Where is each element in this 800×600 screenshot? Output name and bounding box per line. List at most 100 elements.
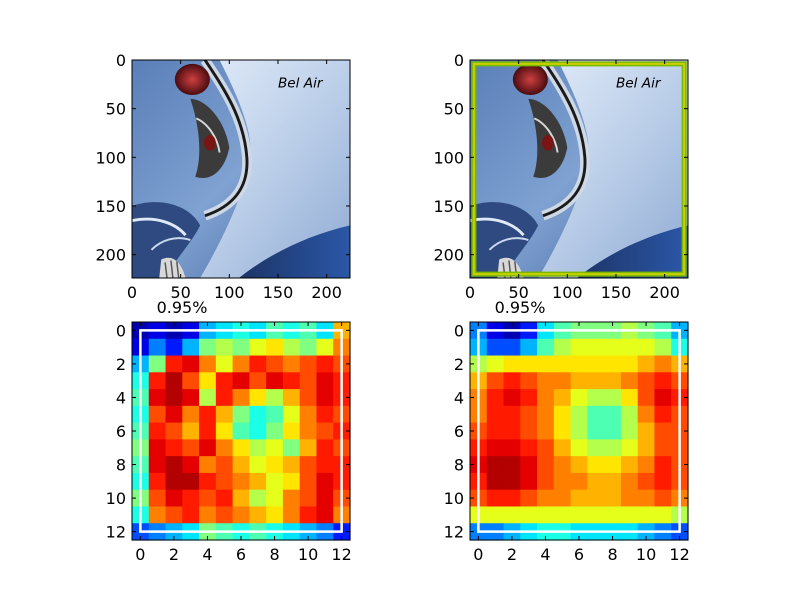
heatmap-cell: [165, 422, 183, 440]
heatmap-cell: [570, 456, 588, 474]
x-tick-label: 200: [311, 283, 342, 302]
y-tick-label: 100: [433, 148, 464, 167]
heatmap-cell: [249, 506, 267, 524]
axes-frame: [469, 59, 689, 279]
heatmap-cell: [654, 389, 672, 407]
car-photo-image: [470, 60, 688, 278]
heatmap-box-outline: [477, 329, 681, 533]
heatmap-cell: [199, 389, 217, 407]
heatmap-cell: [587, 422, 605, 440]
heatmap-cell: [266, 472, 284, 491]
heatmap-cell: [299, 439, 318, 457]
heatmap-cell: [165, 489, 183, 508]
heatmap-cell: [537, 489, 555, 508]
x-tick-label: 0: [135, 545, 145, 564]
heatmap-cell: [553, 472, 572, 491]
heatmap-cell: [249, 489, 267, 508]
heatmap-cell: [282, 422, 301, 440]
heatmap-cell: [503, 405, 521, 424]
heatmap-cell: [215, 439, 234, 457]
axes-frame: [131, 59, 351, 279]
heatmap-cell: [148, 372, 167, 390]
heatmap-cell: [249, 456, 267, 474]
heatmap-cell: [503, 489, 521, 508]
heatmap-cell: [165, 506, 183, 524]
heatmap-cell: [266, 489, 284, 508]
heatmap-cell: [232, 355, 250, 373]
heatmap-cell: [503, 372, 521, 390]
heatmap-cell: [266, 506, 284, 524]
heatmap-cell: [520, 472, 538, 491]
heatmap-cell: [316, 405, 334, 424]
heatmap-cell: [232, 472, 250, 491]
heatmap-cell: [182, 422, 200, 440]
heatmap-cell: [503, 422, 521, 440]
heatmap-cell: [266, 389, 284, 407]
heatmap-cell: [282, 456, 301, 474]
heatmap-cell: [299, 472, 318, 491]
heatmap-cell: [637, 389, 656, 407]
x-tick-label: 50: [508, 283, 528, 302]
heatmap-cell: [620, 489, 639, 508]
heatmap-cell: [282, 506, 301, 524]
heatmap-cell: [282, 355, 301, 373]
heatmap-cell: [587, 506, 605, 524]
heatmap-cell: [316, 489, 334, 508]
heatmap-cell: [266, 456, 284, 474]
heatmap-cell: [282, 472, 301, 491]
y-tick-label: 2: [454, 355, 464, 374]
heatmap-cell: [199, 456, 217, 474]
heatmap-cell: [637, 439, 656, 457]
heatmap-cell: [620, 372, 639, 390]
subplot-title: 0.95%: [157, 298, 208, 317]
y-tick-label: 4: [116, 388, 126, 407]
heatmap-cell: [215, 506, 234, 524]
heatmap-cell: [637, 422, 656, 440]
heatmap-cell: [215, 489, 234, 508]
heatmap-cell: [148, 389, 167, 407]
heatmap-cell: [215, 405, 234, 424]
heatmap-cell: [316, 472, 334, 491]
x-tick-label: 50: [170, 283, 190, 302]
heatmap-cell: [520, 456, 538, 474]
heatmap-cell: [215, 372, 234, 390]
heatmap-cell: [553, 355, 572, 373]
heatmap-cell: [316, 372, 334, 390]
heatmap-cell: [553, 439, 572, 457]
heatmap-cell: [232, 489, 250, 508]
heatmap-cell: [199, 439, 217, 457]
heatmap-cell: [620, 355, 639, 373]
heatmap-cell: [587, 456, 605, 474]
heatmap-cell: [199, 355, 217, 373]
heatmap-cell: [486, 456, 505, 474]
heatmap-cell: [486, 389, 505, 407]
heatmap-cell: [299, 506, 318, 524]
y-tick-label: 12: [444, 523, 464, 542]
heatmap-cell: [299, 372, 318, 390]
heatmap-cell: [249, 472, 267, 491]
heatmap-cell: [553, 456, 572, 474]
heatmap-cell: [604, 506, 622, 524]
heatmap-cell: [182, 355, 200, 373]
heatmap-cell: [637, 472, 656, 491]
heatmap-cell: [215, 472, 234, 491]
heatmap-cell: [654, 405, 672, 424]
heatmap-cell: [199, 422, 217, 440]
heatmap-cell: [266, 338, 284, 357]
heatmap-cell: [503, 338, 521, 357]
heatmap-cell: [199, 489, 217, 508]
heatmap-cell: [620, 506, 639, 524]
heatmap-cell: [604, 405, 622, 424]
heatmap-cell: [232, 405, 250, 424]
heatmap-cell: [299, 422, 318, 440]
heatmap-cell: [215, 338, 234, 357]
bounding-box-inner: [472, 62, 686, 276]
heatmap-cell: [503, 389, 521, 407]
x-tick-label: 10: [636, 545, 656, 564]
heatmap-cell: [553, 338, 572, 357]
heatmap-cell: [215, 389, 234, 407]
heatmap-cell: [266, 372, 284, 390]
heatmap-cell: [520, 355, 538, 373]
heatmap-cell: [570, 389, 588, 407]
heatmap-cell: [148, 405, 167, 424]
